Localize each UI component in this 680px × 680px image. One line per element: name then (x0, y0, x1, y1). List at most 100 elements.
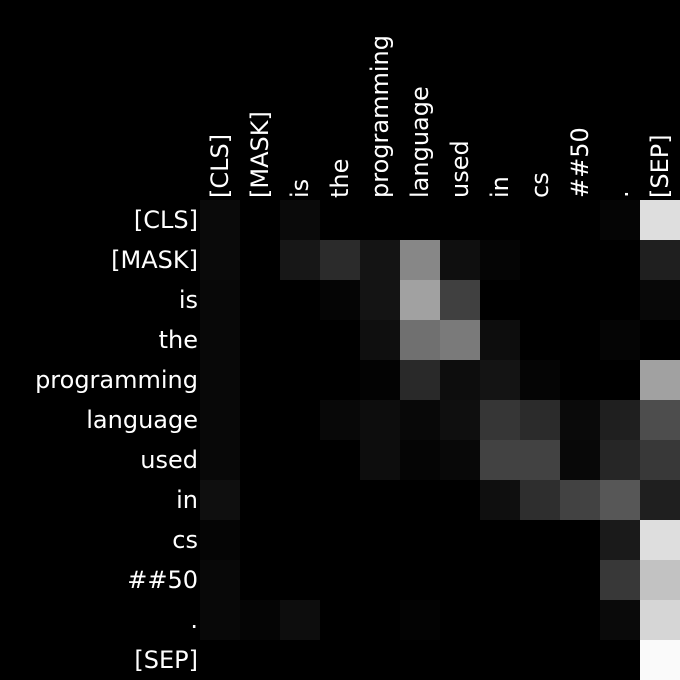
heatmap-cell-r9-c8 (520, 560, 560, 600)
heatmap-cell-r11-c3 (320, 640, 360, 680)
heatmap-cell-r10-c2 (280, 600, 320, 640)
heatmap-cell-r6-c0 (200, 440, 240, 480)
y-tick-label: ##50 (127, 566, 198, 594)
y-tick-label: [CLS] (134, 206, 198, 234)
y-axis-tick-labels: [CLS] [MASK] is the programming language used i… (35, 206, 198, 674)
y-tick-label: language (86, 406, 198, 434)
heatmap-cell-r11-c6 (440, 640, 480, 680)
heatmap-cell-r0-c8 (520, 200, 560, 240)
heatmap-cell-r10-c7 (480, 600, 520, 640)
heatmap-cell-r10-c5 (400, 600, 440, 640)
heatmap-cell-r11-c7 (480, 640, 520, 680)
heatmap-cell-r1-c6 (440, 240, 480, 280)
heatmap-cell-r4-c6 (440, 360, 480, 400)
heatmap-cell-r5-c10 (600, 400, 640, 440)
heatmap-cell-r2-c4 (360, 280, 400, 320)
heatmap-cell-r11-c9 (560, 640, 600, 680)
y-tick-label: . (190, 606, 198, 634)
heatmap-cell-r10-c3 (320, 600, 360, 640)
x-tick-label: in (486, 176, 514, 198)
heatmap-cell-r4-c4 (360, 360, 400, 400)
heatmap-cell-r9-c10 (600, 560, 640, 600)
x-tick-label: cs (526, 172, 554, 198)
heatmap-cell-r0-c10 (600, 200, 640, 240)
heatmap-cell-r5-c4 (360, 400, 400, 440)
heatmap-cell-r10-c0 (200, 600, 240, 640)
heatmap-cell-r6-c5 (400, 440, 440, 480)
heatmap-cell-r1-c9 (560, 240, 600, 280)
heatmap-cell-r5-c2 (280, 400, 320, 440)
heatmap-cell-r5-c6 (440, 400, 480, 440)
heatmap-cell-r3-c2 (280, 320, 320, 360)
heatmap-cell-r1-c2 (280, 240, 320, 280)
heatmap-cell-r4-c3 (320, 360, 360, 400)
heatmap-cell-r2-c11 (640, 280, 680, 320)
y-tick-label: is (179, 286, 198, 314)
heatmap-cell-r0-c4 (360, 200, 400, 240)
heatmap-cell-r4-c5 (400, 360, 440, 400)
heatmap-cell-r11-c0 (200, 640, 240, 680)
heatmap-cell-r0-c5 (400, 200, 440, 240)
heatmap-cell-r5-c5 (400, 400, 440, 440)
heatmap-cell-r0-c2 (280, 200, 320, 240)
heatmap-cell-r3-c10 (600, 320, 640, 360)
heatmap-cell-r11-c5 (400, 640, 440, 680)
heatmap-cell-r10-c9 (560, 600, 600, 640)
heatmap-cell-r4-c2 (280, 360, 320, 400)
heatmap-cell-r0-c6 (440, 200, 480, 240)
heatmap-cell-r5-c3 (320, 400, 360, 440)
heatmap-cell-r7-c10 (600, 480, 640, 520)
heatmap-cell-r4-c8 (520, 360, 560, 400)
heatmap-cell-r8-c11 (640, 520, 680, 560)
heatmap-cell-r1-c0 (200, 240, 240, 280)
heatmap-cell-r6-c7 (480, 440, 520, 480)
heatmap-cell-r5-c8 (520, 400, 560, 440)
heatmap-cell-r8-c5 (400, 520, 440, 560)
heatmap-cell-r6-c2 (280, 440, 320, 480)
heatmap-cell-r2-c0 (200, 280, 240, 320)
heatmap-cell-r7-c2 (280, 480, 320, 520)
heatmap-cell-r7-c6 (440, 480, 480, 520)
heatmap-cell-r1-c11 (640, 240, 680, 280)
heatmap-cell-r9-c1 (240, 560, 280, 600)
heatmap-cell-r4-c0 (200, 360, 240, 400)
heatmap-cell-r2-c6 (440, 280, 480, 320)
x-tick-label: language (406, 86, 434, 198)
heatmap-cell-r0-c0 (200, 200, 240, 240)
heatmap-cell-r8-c4 (360, 520, 400, 560)
y-tick-label: the (159, 326, 198, 354)
heatmap-cell-r1-c10 (600, 240, 640, 280)
heatmap-cell-r9-c0 (200, 560, 240, 600)
heatmap-cell-r1-c8 (520, 240, 560, 280)
heatmap-cell-r0-c1 (240, 200, 280, 240)
heatmap-cell-r7-c3 (320, 480, 360, 520)
heatmap-cell-r3-c3 (320, 320, 360, 360)
heatmap-cell-r1-c3 (320, 240, 360, 280)
heatmap-cell-r4-c10 (600, 360, 640, 400)
heatmap-cell-r7-c1 (240, 480, 280, 520)
x-tick-label: programming (366, 35, 394, 198)
heatmap-cell-r6-c1 (240, 440, 280, 480)
heatmap-cell-r8-c3 (320, 520, 360, 560)
heatmap-cell-r10-c6 (440, 600, 480, 640)
heatmap-cell-r3-c6 (440, 320, 480, 360)
x-tick-label: the (326, 159, 354, 198)
heatmap-cell-r8-c9 (560, 520, 600, 560)
heatmap-cell-r9-c3 (320, 560, 360, 600)
y-tick-label: in (176, 486, 198, 514)
heatmap-cell-r6-c9 (560, 440, 600, 480)
heatmap-cell-r2-c7 (480, 280, 520, 320)
heatmap-cell-r7-c7 (480, 480, 520, 520)
heatmap-cell-r4-c1 (240, 360, 280, 400)
heatmap-cell-r5-c9 (560, 400, 600, 440)
x-tick-label: is (286, 179, 314, 198)
x-tick-label: [MASK] (246, 111, 274, 198)
heatmap-cell-r0-c7 (480, 200, 520, 240)
y-tick-label: cs (172, 526, 198, 554)
heatmap-cell-r1-c1 (240, 240, 280, 280)
heatmap-cell-r7-c5 (400, 480, 440, 520)
heatmap-cell-r7-c4 (360, 480, 400, 520)
heatmap-cell-r8-c1 (240, 520, 280, 560)
heatmap-cell-r7-c0 (200, 480, 240, 520)
